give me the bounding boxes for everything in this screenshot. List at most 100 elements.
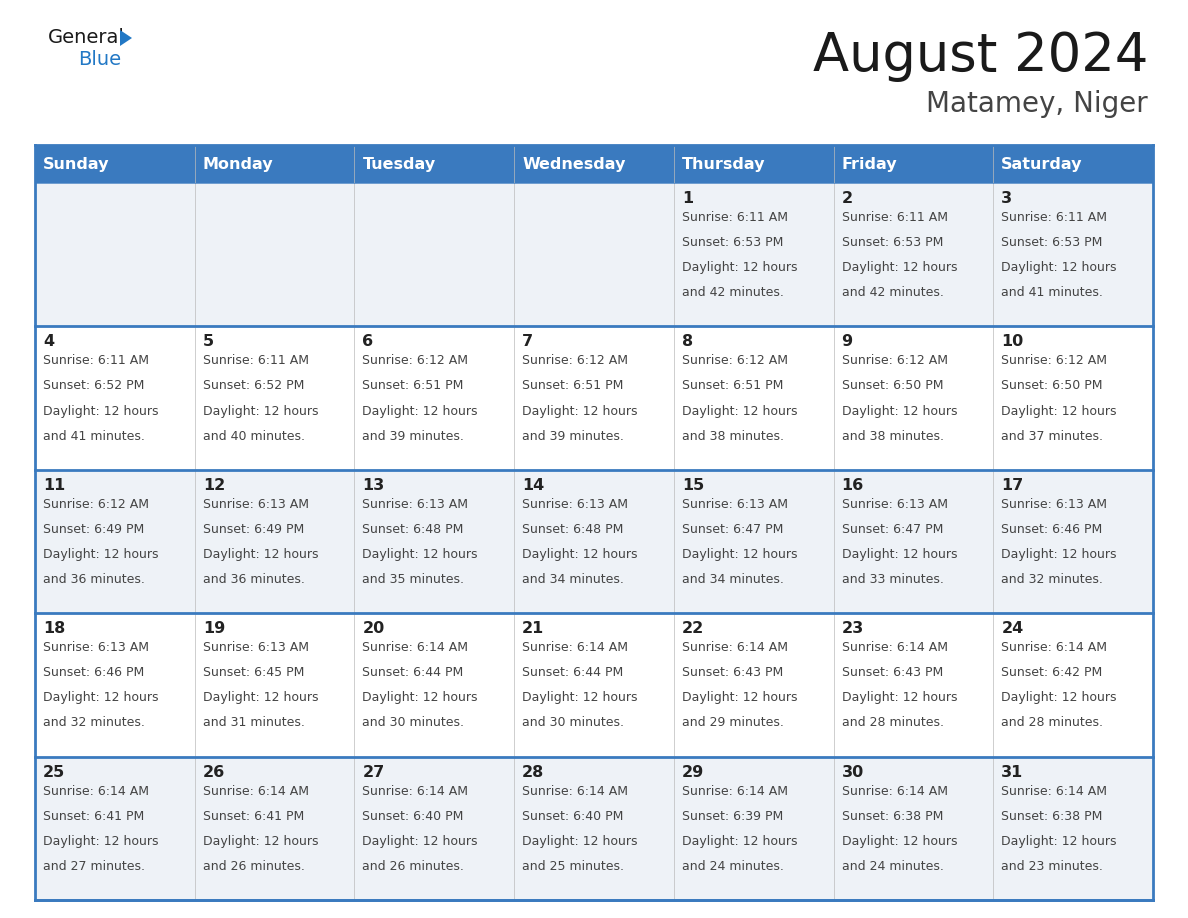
Text: and 26 minutes.: and 26 minutes. (362, 860, 465, 873)
Text: Sunset: 6:51 PM: Sunset: 6:51 PM (682, 379, 783, 393)
Text: Daylight: 12 hours: Daylight: 12 hours (1001, 548, 1117, 561)
Text: and 36 minutes.: and 36 minutes. (43, 573, 145, 586)
Text: Sunrise: 6:11 AM: Sunrise: 6:11 AM (1001, 211, 1107, 224)
Text: 4: 4 (43, 334, 55, 350)
Text: Sunset: 6:40 PM: Sunset: 6:40 PM (362, 810, 463, 823)
Bar (674, 145, 834, 183)
Text: Daylight: 12 hours: Daylight: 12 hours (682, 834, 797, 848)
Text: Sunset: 6:53 PM: Sunset: 6:53 PM (1001, 236, 1102, 249)
Text: Sunrise: 6:13 AM: Sunrise: 6:13 AM (203, 498, 309, 510)
Bar (514, 470, 674, 613)
Bar (34, 470, 195, 613)
Text: and 23 minutes.: and 23 minutes. (1001, 860, 1104, 873)
Text: Sunrise: 6:12 AM: Sunrise: 6:12 AM (1001, 354, 1107, 367)
Text: Matamey, Niger: Matamey, Niger (927, 90, 1148, 118)
Text: Sunrise: 6:11 AM: Sunrise: 6:11 AM (203, 354, 309, 367)
Text: 5: 5 (203, 334, 214, 350)
Bar (993, 756, 1154, 900)
Text: Sunset: 6:50 PM: Sunset: 6:50 PM (841, 379, 943, 393)
Text: and 38 minutes.: and 38 minutes. (682, 430, 784, 442)
Text: and 33 minutes.: and 33 minutes. (841, 573, 943, 586)
Bar (34, 613, 195, 756)
Text: Sunset: 6:41 PM: Sunset: 6:41 PM (43, 810, 144, 823)
Text: and 41 minutes.: and 41 minutes. (43, 430, 145, 442)
Text: 28: 28 (523, 765, 544, 779)
Bar (195, 183, 354, 327)
Text: and 25 minutes.: and 25 minutes. (523, 860, 624, 873)
Text: Sunrise: 6:14 AM: Sunrise: 6:14 AM (362, 641, 468, 655)
Text: August 2024: August 2024 (813, 30, 1148, 82)
Text: Sunrise: 6:13 AM: Sunrise: 6:13 AM (362, 498, 468, 510)
Text: Daylight: 12 hours: Daylight: 12 hours (682, 262, 797, 274)
Text: Wednesday: Wednesday (523, 156, 626, 172)
Text: Daylight: 12 hours: Daylight: 12 hours (362, 691, 478, 704)
Text: Daylight: 12 hours: Daylight: 12 hours (841, 405, 958, 418)
Text: Daylight: 12 hours: Daylight: 12 hours (682, 691, 797, 704)
Text: Tuesday: Tuesday (362, 156, 436, 172)
Text: 6: 6 (362, 334, 373, 350)
Text: Sunrise: 6:14 AM: Sunrise: 6:14 AM (523, 785, 628, 798)
Text: Daylight: 12 hours: Daylight: 12 hours (362, 405, 478, 418)
Text: Sunrise: 6:14 AM: Sunrise: 6:14 AM (362, 785, 468, 798)
Text: and 26 minutes.: and 26 minutes. (203, 860, 304, 873)
Text: Daylight: 12 hours: Daylight: 12 hours (203, 834, 318, 848)
Text: 19: 19 (203, 621, 225, 636)
Bar (834, 145, 993, 183)
Bar (514, 756, 674, 900)
Text: Daylight: 12 hours: Daylight: 12 hours (43, 834, 158, 848)
Bar (195, 145, 354, 183)
Text: 11: 11 (43, 477, 65, 493)
Text: Daylight: 12 hours: Daylight: 12 hours (1001, 262, 1117, 274)
Text: and 37 minutes.: and 37 minutes. (1001, 430, 1104, 442)
Text: Daylight: 12 hours: Daylight: 12 hours (43, 405, 158, 418)
Text: and 42 minutes.: and 42 minutes. (841, 286, 943, 299)
Text: and 30 minutes.: and 30 minutes. (362, 716, 465, 730)
Text: Daylight: 12 hours: Daylight: 12 hours (203, 691, 318, 704)
Text: and 28 minutes.: and 28 minutes. (1001, 716, 1104, 730)
Text: 16: 16 (841, 477, 864, 493)
Text: Sunrise: 6:13 AM: Sunrise: 6:13 AM (523, 498, 628, 510)
Text: Sunrise: 6:11 AM: Sunrise: 6:11 AM (841, 211, 948, 224)
Text: Daylight: 12 hours: Daylight: 12 hours (203, 405, 318, 418)
Bar (34, 756, 195, 900)
Text: Sunset: 6:51 PM: Sunset: 6:51 PM (523, 379, 624, 393)
Text: Sunset: 6:40 PM: Sunset: 6:40 PM (523, 810, 624, 823)
Bar (674, 183, 834, 327)
Text: Sunset: 6:38 PM: Sunset: 6:38 PM (1001, 810, 1102, 823)
Text: 17: 17 (1001, 477, 1024, 493)
Text: Sunset: 6:43 PM: Sunset: 6:43 PM (841, 666, 943, 679)
Bar (514, 183, 674, 327)
Text: 23: 23 (841, 621, 864, 636)
Text: and 41 minutes.: and 41 minutes. (1001, 286, 1104, 299)
Bar (674, 470, 834, 613)
Text: Sunrise: 6:13 AM: Sunrise: 6:13 AM (841, 498, 948, 510)
Bar (834, 470, 993, 613)
Text: 2: 2 (841, 191, 853, 206)
Text: 9: 9 (841, 334, 853, 350)
Text: 7: 7 (523, 334, 533, 350)
Bar (34, 183, 195, 327)
Text: Sunset: 6:48 PM: Sunset: 6:48 PM (523, 523, 624, 536)
Bar (993, 613, 1154, 756)
Text: 15: 15 (682, 477, 704, 493)
Text: Sunrise: 6:14 AM: Sunrise: 6:14 AM (523, 641, 628, 655)
Text: Daylight: 12 hours: Daylight: 12 hours (841, 691, 958, 704)
Text: Sunset: 6:43 PM: Sunset: 6:43 PM (682, 666, 783, 679)
Text: and 34 minutes.: and 34 minutes. (682, 573, 784, 586)
Text: and 38 minutes.: and 38 minutes. (841, 430, 943, 442)
Text: Sunset: 6:53 PM: Sunset: 6:53 PM (841, 236, 943, 249)
Text: and 24 minutes.: and 24 minutes. (682, 860, 784, 873)
Text: and 29 minutes.: and 29 minutes. (682, 716, 784, 730)
Text: Thursday: Thursday (682, 156, 765, 172)
Text: Sunrise: 6:13 AM: Sunrise: 6:13 AM (682, 498, 788, 510)
Bar (195, 470, 354, 613)
Text: Daylight: 12 hours: Daylight: 12 hours (523, 548, 638, 561)
Bar (514, 613, 674, 756)
Text: Sunset: 6:44 PM: Sunset: 6:44 PM (523, 666, 624, 679)
Text: and 32 minutes.: and 32 minutes. (43, 716, 145, 730)
Text: 14: 14 (523, 477, 544, 493)
Bar (993, 470, 1154, 613)
Text: and 24 minutes.: and 24 minutes. (841, 860, 943, 873)
Text: Sunrise: 6:14 AM: Sunrise: 6:14 AM (682, 641, 788, 655)
Text: Daylight: 12 hours: Daylight: 12 hours (362, 548, 478, 561)
